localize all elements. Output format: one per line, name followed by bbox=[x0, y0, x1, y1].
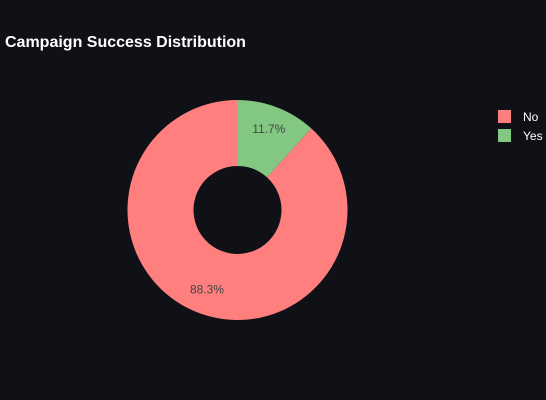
legend-label-no: No bbox=[523, 109, 539, 124]
legend-item-yes[interactable]: Yes bbox=[498, 126, 543, 145]
slice-label-no: 88.3% bbox=[190, 282, 224, 296]
legend-label-yes: Yes bbox=[523, 128, 543, 143]
slice-label-yes: 11.7% bbox=[252, 122, 285, 136]
legend-item-no[interactable]: No bbox=[498, 107, 543, 126]
legend-swatch-yes bbox=[498, 129, 511, 142]
chart-title: Campaign Success Distribution bbox=[5, 34, 246, 51]
slice-no[interactable] bbox=[127, 100, 348, 320]
slice-yes[interactable] bbox=[237, 100, 312, 178]
legend: No Yes bbox=[498, 107, 543, 145]
legend-swatch-no bbox=[498, 110, 511, 123]
